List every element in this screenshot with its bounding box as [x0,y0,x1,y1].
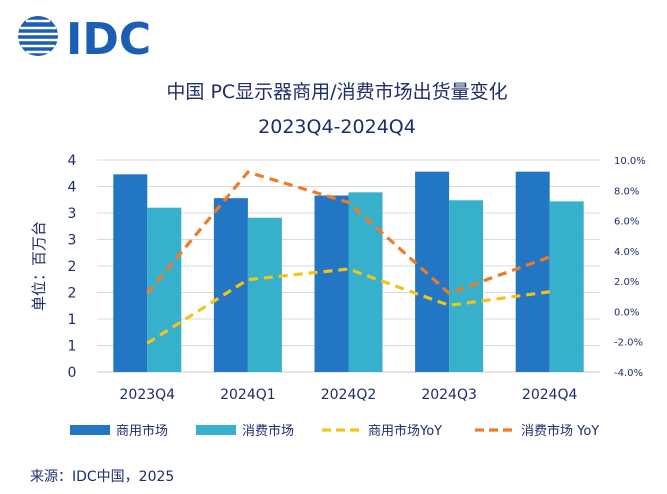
legend: 商用市场 消费市场 商用市场YoY 消费市场 YoY [70,423,599,439]
bar-consumer [348,192,383,372]
y2-tick-label: -4.0% [614,368,643,379]
globe-icon [18,16,58,56]
y2-axis-ticks: -4.0% -2.0% 0.0% 2.0% 4.0% 6.0% 8.0% 10.0% [614,156,646,379]
legend-label: 消费市场 [242,423,294,439]
bar-commercial [314,195,349,372]
legend-swatch [70,425,110,435]
y2-tick-label: 10.0% [614,156,646,167]
y-tick-label: 1 [68,339,77,355]
x-tick-label: 2024Q4 [522,387,578,403]
chart-subtitle: 2023Q4-2024Q4 [258,116,416,138]
legend-label: 商用市场YoY [368,423,442,439]
y-axis-label: 单位：百万台 [30,221,48,311]
bar-commercial [515,171,550,372]
idc-logo: IDC [18,14,151,60]
y2-tick-label: 0.0% [614,307,639,318]
y2-tick-label: -2.0% [614,338,643,349]
lines [146,170,551,345]
y-tick-label: 4 [68,180,77,196]
y2-tick-label: 8.0% [614,186,639,197]
y2-tick-label: 6.0% [614,217,639,228]
x-tick-label: 2024Q3 [421,387,477,403]
bars [113,171,584,372]
y-tick-label: 4 [68,153,77,169]
bar-consumer [449,200,484,372]
y-axis-ticks: 0 1 1 2 2 3 3 4 4 [68,153,77,381]
y-tick-label: 2 [68,286,77,302]
bar-consumer [147,207,182,372]
legend-label: 消费市场 YoY [521,423,599,439]
bar-commercial [415,171,450,372]
y-tick-label: 3 [68,233,77,249]
bar-commercial [113,174,148,372]
bar-consumer [549,201,584,372]
x-tick-label: 2024Q2 [321,387,377,403]
chart-title: 中国 PC显示器商用/消费市场出货量变化 [166,81,507,103]
x-tick-label: 2024Q1 [220,387,276,403]
line-commercial-yoy [146,267,550,345]
legend-label: 商用市场 [116,423,168,439]
y-tick-label: 3 [68,206,77,222]
legend-swatch [196,425,236,435]
source-note: 来源：IDC中国，2025 [30,469,175,485]
x-tick-label: 2023Q4 [120,387,176,403]
line-consumer-yoy [146,170,551,296]
y-tick-label: 0 [68,365,77,381]
y2-tick-label: 2.0% [614,277,639,288]
bar-commercial [213,198,248,372]
y2-tick-label: 4.0% [614,247,639,258]
y-tick-label: 2 [68,259,77,275]
y-tick-label: 1 [68,312,77,328]
x-axis-ticks: 2023Q4 2024Q1 2024Q2 2024Q3 2024Q4 [120,387,578,403]
bar-consumer [247,217,282,372]
logo-text: IDC [66,14,151,60]
